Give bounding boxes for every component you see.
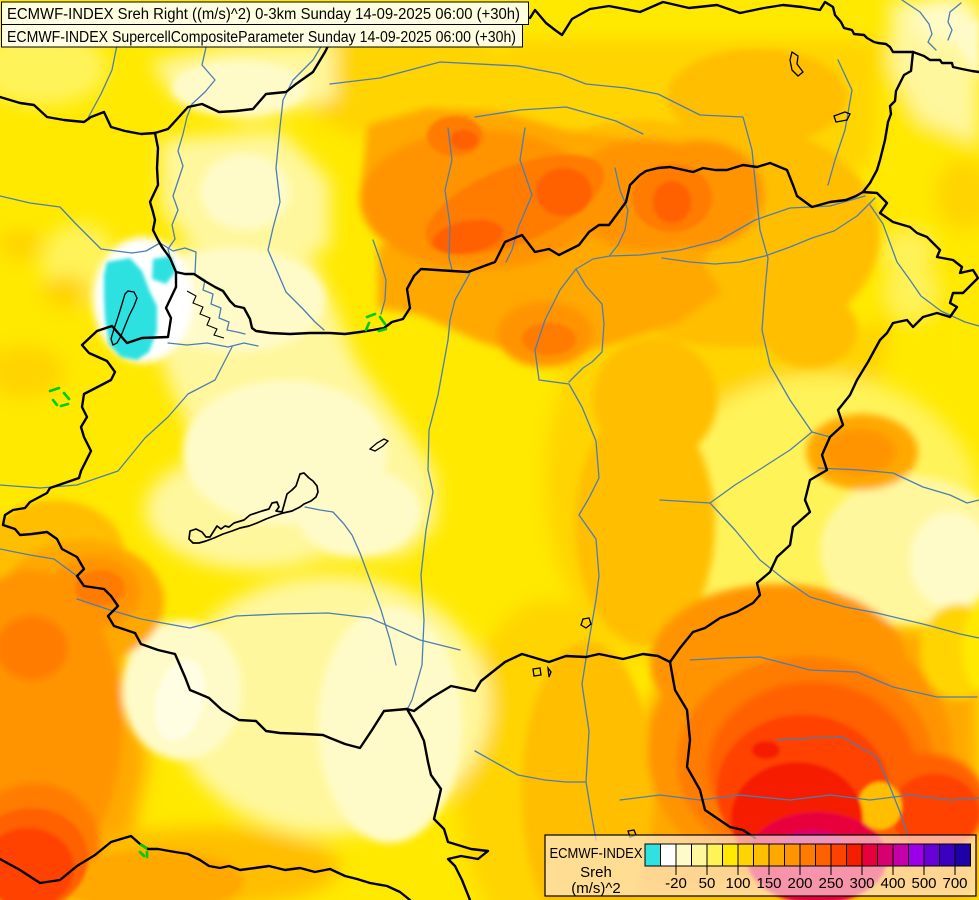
svg-text:ECMWF-INDEX Sreh Right ((m/s)^: ECMWF-INDEX Sreh Right ((m/s)^2) 0-3km S… (7, 6, 520, 23)
svg-text:Sreh: Sreh (580, 864, 612, 881)
svg-text:-20: -20 (665, 875, 687, 892)
svg-text:ECMWF-INDEX: ECMWF-INDEX (550, 845, 643, 862)
svg-text:200: 200 (787, 875, 812, 892)
svg-text:50: 50 (699, 875, 716, 892)
svg-text:300: 300 (849, 875, 874, 892)
svg-text:500: 500 (911, 875, 936, 892)
svg-text:(m/s)^2: (m/s)^2 (571, 880, 621, 897)
svg-text:ECMWF-INDEX SupercellComposite: ECMWF-INDEX SupercellCompositeParameter … (7, 29, 516, 46)
svg-text:400: 400 (880, 875, 905, 892)
svg-text:700: 700 (942, 875, 967, 892)
svg-text:250: 250 (818, 875, 843, 892)
svg-text:100: 100 (725, 875, 750, 892)
svg-text:150: 150 (756, 875, 781, 892)
